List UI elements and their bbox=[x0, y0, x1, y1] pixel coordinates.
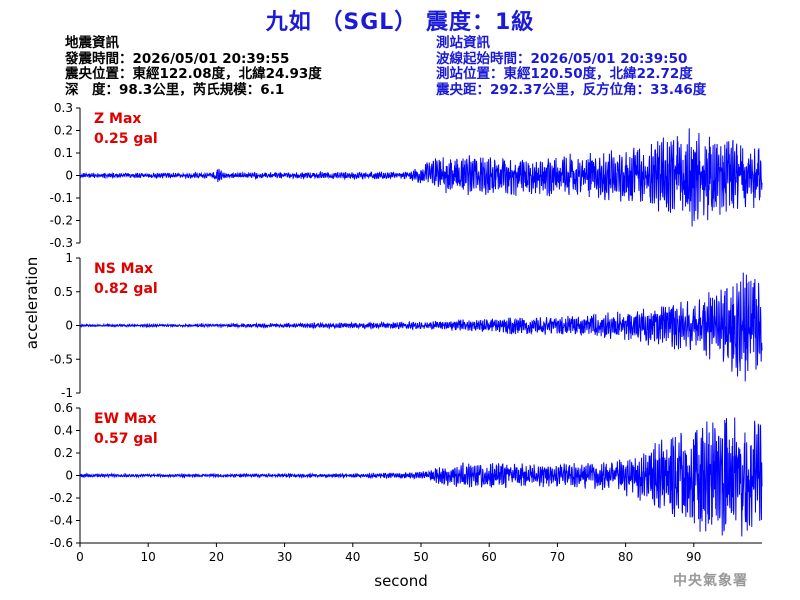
y-tick-label: 1 bbox=[65, 251, 73, 265]
x-tick-label: 60 bbox=[482, 550, 497, 564]
y-tick-label: -0.1 bbox=[50, 191, 73, 205]
y-tick-label: 0.4 bbox=[54, 424, 73, 438]
quake-info-block: 地震資訊 發震時間：2026/05/01 20:39:55 震央位置：東經122… bbox=[65, 35, 322, 98]
max-label-title: NS Max bbox=[94, 261, 153, 277]
panel-z: 0.3 0.2 0.1 0 -0.1 -0.2 -0.3 Z Max 0.25 gal bbox=[50, 101, 763, 250]
waveform-ns bbox=[79, 272, 763, 382]
max-label-title: EW Max bbox=[94, 411, 156, 427]
x-tick-label: 20 bbox=[209, 550, 224, 564]
y-tick-label: 0.3 bbox=[54, 101, 73, 115]
y-tick-label: 0 bbox=[65, 169, 73, 183]
y-tick-label: 0.2 bbox=[54, 446, 73, 460]
x-tick-label: 40 bbox=[345, 550, 360, 564]
y-tick-label: -0.2 bbox=[50, 214, 73, 228]
station-info-block: 測站資訊 波線起始時間：2026/05/01 20:39:50 測站位置：東經1… bbox=[436, 35, 707, 98]
station-info-heading: 測站資訊 bbox=[436, 35, 490, 51]
y-tick-label: -0.5 bbox=[50, 352, 73, 366]
y-tick-label: -0.6 bbox=[50, 536, 73, 550]
y-tick-label: -0.2 bbox=[50, 491, 73, 505]
x-tick-label: 80 bbox=[618, 550, 633, 564]
y-tick-label: -0.3 bbox=[50, 236, 73, 250]
x-tick-label: 90 bbox=[686, 550, 701, 564]
panel-ew: 0.6 0.4 0.2 0 -0.2 -0.4 -0.6 EW Max 0.57 gal bbox=[50, 401, 763, 550]
max-label-value: 0.25 gal bbox=[94, 131, 158, 147]
y-tick-label: 0.1 bbox=[54, 146, 73, 160]
station-distance: 震央距：292.37公里，反方位角：33.46度 bbox=[436, 81, 707, 98]
max-label-title: Z Max bbox=[94, 111, 141, 127]
station-location: 測站位置：東經120.50度，北緯22.72度 bbox=[436, 66, 693, 82]
y-tick-label: 0.2 bbox=[54, 124, 73, 138]
panel-ns: 1 0.5 0 -0.5 -1 NS Max 0.82 gal bbox=[50, 251, 763, 400]
y-tick-label: 0 bbox=[65, 319, 73, 333]
x-axis-title: second bbox=[374, 572, 428, 590]
quake-info-heading: 地震資訊 bbox=[65, 35, 119, 51]
x-tick-label: 70 bbox=[550, 550, 565, 564]
waveform-ew bbox=[79, 417, 763, 537]
agency-credit: 中央氣象署 bbox=[673, 573, 748, 589]
y-axis-title: acceleration bbox=[23, 257, 41, 349]
y-tick-label: -1 bbox=[61, 386, 73, 400]
y-tick-label: 0 bbox=[65, 469, 73, 483]
chart-title: 九如 （SGL） 震度：1級 bbox=[265, 10, 535, 35]
quake-time: 發震時間：2026/05/01 20:39:55 bbox=[65, 50, 290, 67]
y-tick-label: -0.4 bbox=[50, 514, 73, 528]
waveform-z bbox=[79, 128, 763, 227]
station-wave-start: 波線起始時間：2026/05/01 20:39:50 bbox=[436, 50, 688, 67]
x-tick-label: 0 bbox=[76, 550, 84, 564]
quake-epicenter: 震央位置：東經122.08度，北緯24.93度 bbox=[65, 66, 322, 82]
x-tick-label: 30 bbox=[277, 550, 292, 564]
max-label-value: 0.82 gal bbox=[94, 281, 158, 297]
y-tick-label: 0.5 bbox=[54, 285, 73, 299]
quake-depth-magnitude: 深 度：98.3公里，芮氏規模：6.1 bbox=[65, 81, 285, 98]
x-tick-label: 50 bbox=[413, 550, 428, 564]
y-tick-label: 0.6 bbox=[54, 401, 73, 415]
x-tick-label: 10 bbox=[141, 550, 156, 564]
max-label-value: 0.57 gal bbox=[94, 431, 158, 447]
